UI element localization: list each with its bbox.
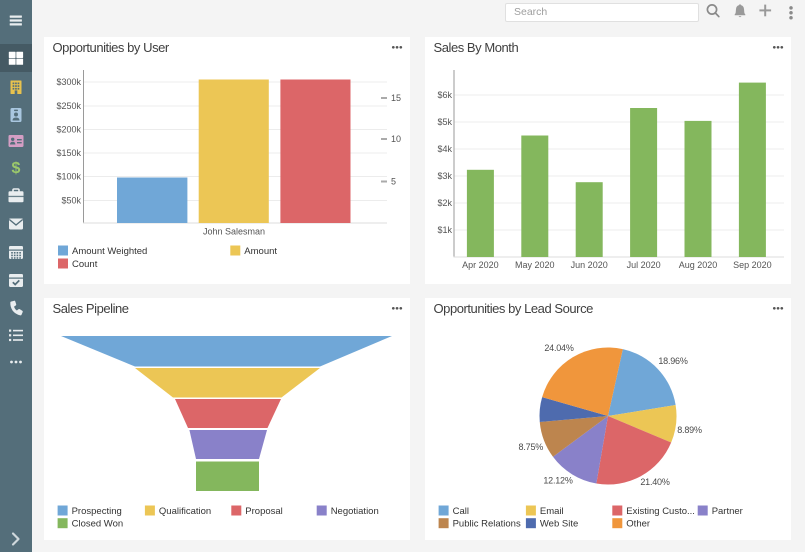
svg-text:Proposal: Proposal <box>245 506 282 517</box>
svg-text:Negotiation: Negotiation <box>331 506 379 517</box>
svg-text:$200k: $200k <box>56 125 81 135</box>
svg-text:Call: Call <box>453 506 469 517</box>
svg-text:John Salesman: John Salesman <box>203 227 265 237</box>
svg-text:Email: Email <box>540 506 564 517</box>
svg-text:Partner: Partner <box>712 506 743 517</box>
svg-text:$100k: $100k <box>56 172 81 182</box>
svg-text:Other: Other <box>626 519 650 530</box>
svg-text:21.40%: 21.40% <box>640 477 670 487</box>
svg-text:$250k: $250k <box>56 101 81 111</box>
svg-text:5: 5 <box>391 177 396 187</box>
svg-text:Jun 2020: Jun 2020 <box>571 260 608 270</box>
svg-text:$3k: $3k <box>437 171 452 181</box>
svg-text:$5k: $5k <box>437 117 452 127</box>
svg-text:Count: Count <box>72 259 98 270</box>
svg-text:$150k: $150k <box>56 148 81 158</box>
svg-text:May 2020: May 2020 <box>515 260 555 270</box>
svg-text:Public Relations: Public Relations <box>453 519 521 530</box>
svg-text:Existing Custo...: Existing Custo... <box>626 506 695 517</box>
svg-text:8.75%: 8.75% <box>519 442 544 452</box>
svg-text:$6k: $6k <box>437 90 452 100</box>
svg-text:10: 10 <box>391 134 401 144</box>
svg-text:Sep 2020: Sep 2020 <box>733 260 772 270</box>
svg-text:Apr 2020: Apr 2020 <box>462 260 499 270</box>
svg-text:15: 15 <box>391 93 401 103</box>
svg-text:Aug 2020: Aug 2020 <box>679 260 718 270</box>
svg-text:Prospecting: Prospecting <box>72 506 122 517</box>
svg-text:8.89%: 8.89% <box>677 425 702 435</box>
svg-text:12.12%: 12.12% <box>543 476 573 486</box>
svg-text:$4k: $4k <box>437 144 452 154</box>
svg-text:$300k: $300k <box>56 77 81 87</box>
svg-text:$1k: $1k <box>437 225 452 235</box>
svg-text:24.04%: 24.04% <box>544 343 574 353</box>
svg-text:Qualification: Qualification <box>159 506 211 517</box>
svg-text:Amount: Amount <box>244 246 277 257</box>
svg-text:$2k: $2k <box>437 198 452 208</box>
svg-text:Closed Won: Closed Won <box>72 519 124 530</box>
svg-text:Amount Weighted: Amount Weighted <box>72 246 147 257</box>
svg-text:18.96%: 18.96% <box>658 356 688 366</box>
svg-text:$50k: $50k <box>61 196 81 206</box>
svg-text:Web Site: Web Site <box>540 519 578 530</box>
svg-text:Jul 2020: Jul 2020 <box>627 260 661 270</box>
